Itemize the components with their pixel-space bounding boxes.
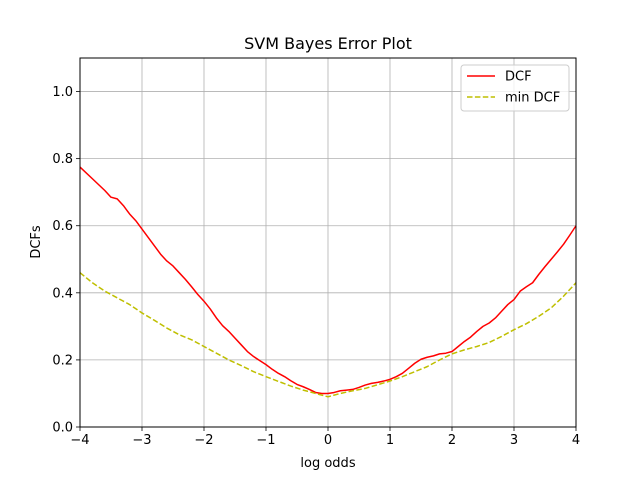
- y-tick-label: 0.6: [52, 219, 73, 234]
- x-tick-label: 0: [324, 433, 332, 448]
- x-axis-label: log odds: [300, 456, 355, 471]
- x-tick-label: −4: [70, 433, 89, 448]
- chart-title: SVM Bayes Error Plot: [244, 34, 412, 53]
- y-tick-label: 0.2: [52, 353, 73, 368]
- series-lines: [79, 166, 577, 398]
- legend-label: min DCF: [505, 91, 560, 106]
- x-tick-label: 3: [510, 433, 518, 448]
- series-line-dcf: [79, 166, 577, 395]
- y-tick-label: 0.4: [52, 286, 73, 301]
- series-line-min-dcf: [79, 272, 577, 398]
- y-tick-label: 1.0: [52, 85, 73, 100]
- x-tick-label: 4: [572, 433, 580, 448]
- legend-label: DCF: [505, 70, 532, 85]
- legend: DCF min DCF: [460, 64, 570, 112]
- y-tick-label: 0.0: [52, 421, 73, 436]
- y-axis-label: DCFs: [29, 225, 44, 259]
- axis-ticks: −4 −3 −2 −1 0 1 2 3 4 0.0 0.2 0.4 0.6 0.8 1.0: [52, 85, 580, 448]
- x-tick-label: −2: [194, 433, 213, 448]
- x-tick-label: −3: [132, 433, 151, 448]
- x-tick-label: 1: [386, 433, 394, 448]
- x-tick-label: 2: [448, 433, 456, 448]
- x-tick-label: −1: [256, 433, 275, 448]
- y-tick-label: 0.8: [52, 152, 73, 167]
